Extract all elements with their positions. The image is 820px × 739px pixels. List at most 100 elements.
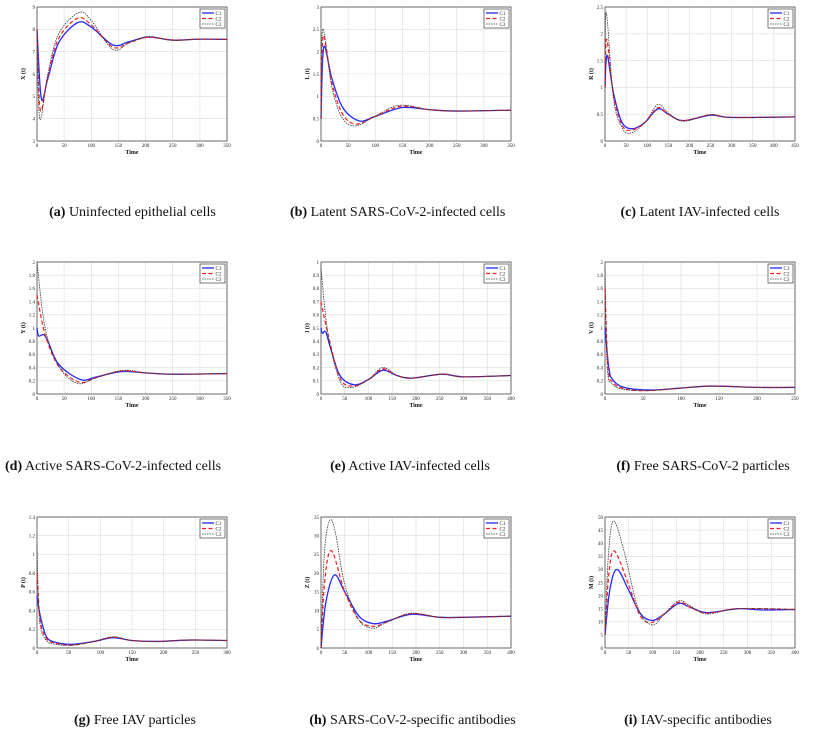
series-line-c3	[320, 28, 512, 127]
y-tick-label: 0.7	[313, 300, 320, 305]
y-tick-label: 0.2	[597, 380, 604, 385]
x-tick-label: 100	[88, 144, 96, 149]
y-tick-label: 7	[33, 50, 36, 55]
x-tick-label: 0	[320, 397, 323, 402]
plot-frame	[604, 516, 796, 649]
x-tick-label: 150	[128, 651, 136, 656]
legend-label-c3: C3	[216, 533, 222, 538]
x-tick-label: 300	[480, 144, 488, 149]
x-tick-label: 250	[791, 397, 799, 402]
x-tick-label: 150	[115, 144, 123, 149]
y-tick-label: 5	[317, 628, 320, 633]
legend-label-c3: C3	[216, 278, 222, 283]
y-tick-label: 1	[317, 95, 320, 100]
y-tick-label: 1	[317, 261, 320, 266]
legend-label-c3: C3	[500, 533, 506, 538]
y-tick-label: 1.5	[597, 59, 604, 64]
y-tick-label: 0	[33, 393, 36, 398]
y-tick-label: 9	[33, 6, 36, 11]
x-tick-label: 150	[389, 397, 397, 402]
x-tick-label: 350	[223, 144, 231, 149]
caption-i: (i) IAV-specific antibodies	[624, 713, 772, 728]
x-tick-label: 350	[507, 144, 515, 149]
y-tick-label: 10	[314, 609, 320, 614]
y-tick-label: 0.8	[313, 287, 320, 292]
x-tick-label: 100	[649, 651, 657, 656]
x-tick-label: 400	[770, 144, 778, 149]
x-axis-label: Time	[409, 403, 423, 409]
series-line-c3	[36, 11, 228, 120]
x-tick-label: 100	[677, 397, 685, 402]
x-axis-label: Time	[125, 403, 139, 409]
y-tick-label: 35	[314, 516, 320, 521]
x-axis-label: Time	[409, 150, 423, 156]
series-line-c3	[604, 268, 796, 392]
y-tick-label: 1	[33, 553, 36, 558]
y-tick-label: 5	[33, 95, 36, 100]
y-tick-label: 15	[598, 608, 604, 613]
caption-h: (h) SARS-CoV-2-specific antibodies	[309, 713, 516, 728]
x-tick-label: 150	[715, 397, 723, 402]
x-tick-label: 300	[460, 397, 468, 402]
y-tick-label: 2.5	[597, 6, 604, 11]
x-tick-label: 150	[665, 144, 673, 149]
x-tick-label: 200	[686, 144, 694, 149]
legend-label-c2: C2	[500, 17, 506, 22]
x-tick-label: 50	[626, 651, 632, 656]
y-tick-label: 0	[317, 647, 320, 652]
y-tick-label: 25	[314, 553, 320, 558]
chart-i: 0 50 100 150 200 250 300 350 400 0 5 10 15 20 25 30 35 40…	[588, 516, 799, 663]
plot-frame	[320, 516, 512, 649]
y-tick-label: 0.6	[313, 314, 320, 319]
y-tick-label: 2	[317, 50, 320, 55]
y-tick-label: 2	[33, 261, 36, 266]
x-tick-label: 350	[484, 397, 492, 402]
y-tick-label: 0.9	[313, 274, 320, 279]
x-axis-label: Time	[693, 403, 707, 409]
x-tick-label: 350	[484, 651, 492, 656]
series-line-c2	[36, 16, 228, 112]
x-tick-label: 400	[791, 651, 799, 656]
y-axis-label: Y (t)	[20, 322, 27, 334]
series-line-c3	[604, 520, 796, 635]
legend-label-c1: C1	[500, 267, 506, 272]
x-tick-label: 150	[399, 144, 407, 149]
x-tick-label: 300	[196, 397, 204, 402]
legend-label-c2: C2	[784, 272, 790, 277]
legend-label-c2: C2	[216, 527, 222, 532]
legend-label-c2: C2	[784, 17, 790, 22]
legend-label-c2: C2	[216, 272, 222, 277]
legend-label-c1: C1	[216, 267, 222, 272]
x-tick-label: 50	[342, 397, 348, 402]
legend-label-c1: C1	[216, 12, 222, 17]
legend-label-c2: C2	[500, 272, 506, 277]
y-tick-label: 0.6	[597, 353, 604, 358]
chart-b: 0 50 100 150 200 250 300 350 0 0.5 1 1.5 2 2.5 3 Time L …	[304, 6, 515, 156]
series-line-c3	[36, 261, 228, 385]
y-tick-label: 45	[598, 529, 604, 534]
y-tick-label: 1.5	[313, 73, 320, 78]
y-axis-label: V (t)	[588, 322, 595, 334]
caption-a: (a) Uninfected epithelial cells	[49, 205, 216, 220]
x-tick-label: 0	[36, 397, 39, 402]
caption-d: (d) Active SARS-CoV-2-infected cells	[5, 459, 222, 474]
x-tick-label: 150	[673, 651, 681, 656]
legend-label-c3: C3	[784, 278, 790, 283]
y-tick-label: 0.4	[29, 366, 36, 371]
x-tick-label: 0	[320, 651, 323, 656]
x-tick-label: 50	[641, 397, 647, 402]
y-tick-label: 0.4	[29, 609, 36, 614]
series-line-c3	[320, 519, 512, 649]
chart-e: 0 50 100 150 200 250 300 350 400 0 0.1 0.2 0.3 0.4 0.5…	[304, 261, 515, 409]
x-tick-label: 0	[604, 651, 607, 656]
chart-c: 0 50 100 150 200 250 300 350 400 450 0 0.5 1 1.5 2 2.5 T…	[588, 6, 799, 156]
y-tick-label: 0.8	[597, 340, 604, 345]
series-line-c2	[604, 38, 796, 132]
x-tick-label: 300	[460, 651, 468, 656]
x-tick-label: 250	[169, 397, 177, 402]
